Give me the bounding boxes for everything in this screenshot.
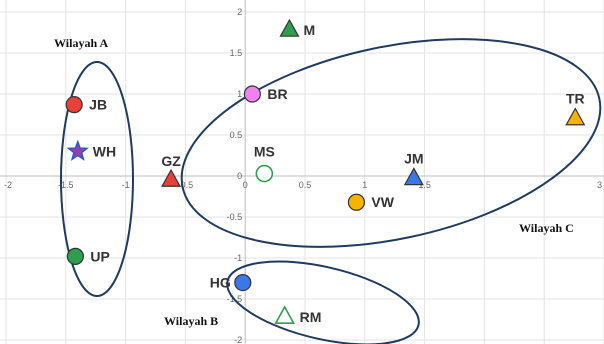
- point-label-br: BR: [267, 86, 287, 102]
- point-label-wh: WH: [93, 143, 116, 159]
- point-m: [279, 18, 300, 37]
- y-tick-label: -0.5: [227, 212, 243, 222]
- point-gz: [161, 168, 182, 187]
- point-label-hg: HG: [210, 275, 231, 291]
- ellipse-wilayah-b: [226, 260, 420, 344]
- group-labels: Wilayah A Wilayah B Wilayah C: [54, 36, 574, 328]
- y-tick-label: 2: [237, 7, 242, 17]
- x-tick-label: -1.5: [58, 180, 74, 190]
- y-tick-label: 1.5: [230, 48, 243, 58]
- point-tr: [565, 107, 586, 126]
- data-points: [65, 18, 586, 324]
- y-tick-label: 0.5: [230, 130, 243, 140]
- point-label-rm: RM: [300, 309, 322, 325]
- point-label-tr: TR: [566, 91, 585, 107]
- x-tick-label: 0.5: [299, 180, 312, 190]
- x-tick-label: -1: [122, 180, 130, 190]
- point-label-vw: VW: [371, 194, 394, 210]
- y-tick-label: -2: [234, 335, 242, 344]
- point-label-gz: GZ: [161, 153, 181, 169]
- x-tick-label: 0: [243, 180, 248, 190]
- x-tick-label: -2: [4, 180, 12, 190]
- ellipse-wilayah-a: [60, 61, 134, 297]
- x-tick-label: 1: [362, 180, 367, 190]
- point-jm: [403, 167, 424, 186]
- x-tick-label: 3: [597, 180, 602, 190]
- point-label-up: UP: [90, 248, 109, 264]
- point-ms: [255, 164, 274, 183]
- point-wh: [66, 139, 89, 161]
- group-label-wilayah-c: Wilayah C: [519, 221, 574, 235]
- point-rm: [274, 305, 296, 324]
- point-label-m: M: [303, 22, 315, 38]
- point-label-jm: JM: [404, 150, 423, 166]
- point-labels: JB WH UP GZ M BR MS TR JM VW HG RM: [89, 22, 584, 325]
- y-tick-label: 0: [237, 171, 242, 181]
- x-tick-label: 1.5: [418, 180, 431, 190]
- point-up: [66, 247, 84, 265]
- group-label-wilayah-a: Wilayah A: [54, 36, 108, 50]
- group-label-wilayah-b: Wilayah B: [164, 314, 218, 328]
- y-tick-label: -1: [234, 253, 242, 263]
- point-jb: [65, 96, 83, 114]
- x-tick-label: -0.5: [178, 180, 194, 190]
- y-tick-label: 1: [237, 89, 242, 99]
- x-tick-labels: -2 -1.5 -1 -0.5 0 0.5 1 1.5 3: [4, 180, 602, 190]
- group-ellipses: [60, 38, 602, 344]
- point-hg: [234, 274, 252, 292]
- ellipse-wilayah-c: [180, 38, 602, 248]
- point-label-jb: JB: [89, 97, 107, 113]
- point-vw: [347, 193, 366, 211]
- point-label-ms: MS: [254, 144, 275, 160]
- point-br: [243, 85, 261, 103]
